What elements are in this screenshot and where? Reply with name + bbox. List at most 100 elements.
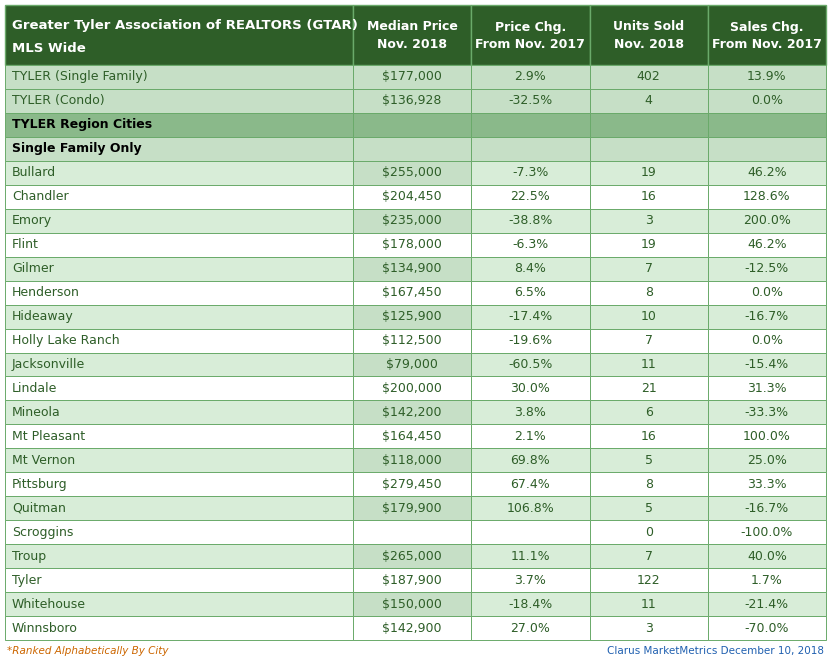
Text: Chandler: Chandler <box>12 190 69 203</box>
Bar <box>471 233 589 257</box>
Bar <box>353 257 471 281</box>
Bar <box>5 424 353 448</box>
Bar <box>708 377 826 401</box>
Text: 16: 16 <box>641 430 656 443</box>
Text: Lindale: Lindale <box>12 382 57 395</box>
Text: Mt Pleasant: Mt Pleasant <box>12 430 85 443</box>
Bar <box>589 568 708 592</box>
Text: From Nov. 2017: From Nov. 2017 <box>712 38 822 50</box>
Bar <box>353 544 471 568</box>
Bar <box>589 137 708 161</box>
Text: TYLER (Single Family): TYLER (Single Family) <box>12 70 148 83</box>
Bar <box>5 472 353 496</box>
Bar <box>5 568 353 592</box>
Text: 11: 11 <box>641 358 656 371</box>
Text: 1.7%: 1.7% <box>751 573 783 587</box>
Bar <box>353 281 471 305</box>
Bar <box>589 377 708 401</box>
Bar <box>471 65 589 89</box>
Text: Henderson: Henderson <box>12 286 80 299</box>
Text: $200,000: $200,000 <box>382 382 442 395</box>
Bar <box>353 592 471 616</box>
Bar <box>708 472 826 496</box>
Text: Jacksonville: Jacksonville <box>12 358 86 371</box>
Bar <box>589 257 708 281</box>
Text: -60.5%: -60.5% <box>509 358 553 371</box>
Bar <box>471 328 589 352</box>
Text: Troup: Troup <box>12 549 47 563</box>
Text: TYLER Region Cities: TYLER Region Cities <box>12 118 152 131</box>
Bar <box>708 137 826 161</box>
Text: From Nov. 2017: From Nov. 2017 <box>475 38 585 50</box>
Bar <box>353 520 471 544</box>
Text: Sales Chg.: Sales Chg. <box>730 21 804 34</box>
Bar <box>589 328 708 352</box>
Text: $79,000: $79,000 <box>386 358 438 371</box>
Text: Nov. 2018: Nov. 2018 <box>613 38 684 50</box>
Text: Clarus MarketMetrics December 10, 2018: Clarus MarketMetrics December 10, 2018 <box>607 646 824 656</box>
Text: $204,450: $204,450 <box>382 190 442 203</box>
Bar <box>471 544 589 568</box>
Bar <box>471 281 589 305</box>
Bar <box>353 401 471 424</box>
Text: 8: 8 <box>645 286 652 299</box>
Text: 7: 7 <box>645 334 652 347</box>
Bar <box>471 520 589 544</box>
Text: 6: 6 <box>645 406 652 419</box>
Text: $125,900: $125,900 <box>382 310 442 323</box>
Bar <box>589 113 708 137</box>
Text: Pittsburg: Pittsburg <box>12 478 67 491</box>
Bar <box>353 89 471 113</box>
Text: $150,000: $150,000 <box>382 598 442 610</box>
Text: $142,200: $142,200 <box>382 406 442 419</box>
Text: Quitman: Quitman <box>12 502 66 515</box>
Bar <box>5 257 353 281</box>
Bar <box>353 496 471 520</box>
Text: -6.3%: -6.3% <box>512 238 548 251</box>
Text: Units Sold: Units Sold <box>613 21 684 34</box>
Bar <box>471 113 589 137</box>
Bar <box>5 89 353 113</box>
Bar <box>353 424 471 448</box>
Bar <box>5 616 353 640</box>
Text: Nov. 2018: Nov. 2018 <box>377 38 447 50</box>
Text: -18.4%: -18.4% <box>509 598 553 610</box>
Bar <box>589 401 708 424</box>
Text: -16.7%: -16.7% <box>745 310 789 323</box>
Bar <box>5 161 353 185</box>
Bar <box>5 65 353 89</box>
Bar <box>5 520 353 544</box>
Bar <box>589 520 708 544</box>
Bar <box>5 592 353 616</box>
Bar <box>5 328 353 352</box>
Bar <box>5 448 353 472</box>
Text: 69.8%: 69.8% <box>510 454 550 467</box>
Text: Emory: Emory <box>12 214 52 227</box>
Bar <box>708 185 826 209</box>
Text: 27.0%: 27.0% <box>510 622 550 634</box>
Text: -38.8%: -38.8% <box>509 214 553 227</box>
Text: 2.9%: 2.9% <box>514 70 546 83</box>
Text: 3: 3 <box>645 214 652 227</box>
Bar <box>471 5 589 65</box>
Text: 19: 19 <box>641 238 656 251</box>
Text: 40.0%: 40.0% <box>747 549 787 563</box>
Text: Bullard: Bullard <box>12 166 57 179</box>
Text: Gilmer: Gilmer <box>12 262 54 275</box>
Bar <box>589 592 708 616</box>
Text: Greater Tyler Association of REALTORS (GTAR): Greater Tyler Association of REALTORS (G… <box>12 19 358 32</box>
Bar <box>708 89 826 113</box>
Text: $178,000: $178,000 <box>382 238 442 251</box>
Bar <box>353 5 471 65</box>
Text: -32.5%: -32.5% <box>509 95 553 107</box>
Text: 25.0%: 25.0% <box>747 454 787 467</box>
Bar <box>5 496 353 520</box>
Text: $164,450: $164,450 <box>382 430 442 443</box>
Text: $112,500: $112,500 <box>382 334 442 347</box>
Bar <box>353 137 471 161</box>
Text: $134,900: $134,900 <box>382 262 442 275</box>
Text: -70.0%: -70.0% <box>745 622 789 634</box>
Text: 8.4%: 8.4% <box>514 262 546 275</box>
Text: $136,928: $136,928 <box>382 95 442 107</box>
Text: $255,000: $255,000 <box>382 166 442 179</box>
